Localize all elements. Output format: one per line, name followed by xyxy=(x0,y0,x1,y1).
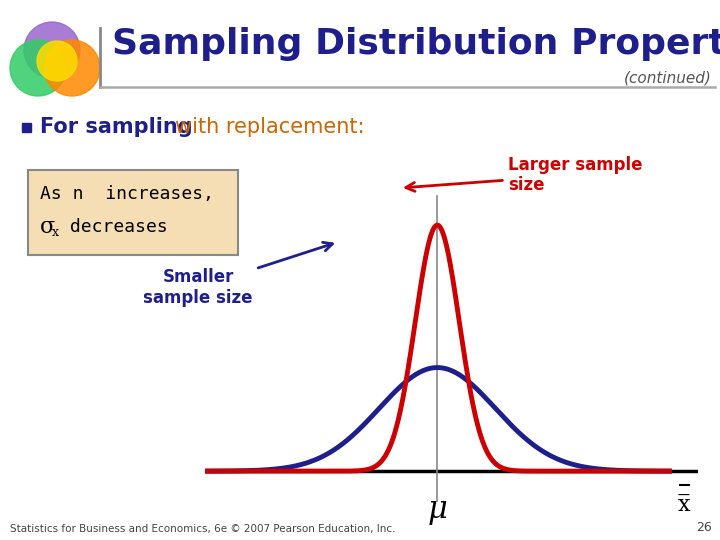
Text: For sampling: For sampling xyxy=(40,117,193,137)
Bar xyxy=(28,170,238,255)
Circle shape xyxy=(10,40,66,96)
Text: x: x xyxy=(52,226,59,240)
Text: As n  increases,: As n increases, xyxy=(40,185,214,203)
Text: Statistics for Business and Economics, 6e © 2007 Pearson Education, Inc.: Statistics for Business and Economics, 6… xyxy=(10,524,395,534)
Text: σ: σ xyxy=(40,216,55,238)
Circle shape xyxy=(37,41,77,81)
Circle shape xyxy=(24,22,80,78)
Text: μ: μ xyxy=(428,495,447,525)
Text: (continued): (continued) xyxy=(624,71,712,85)
Text: x̅: x̅ xyxy=(678,495,690,516)
Text: Larger sample
size: Larger sample size xyxy=(406,156,642,194)
Text: decreases: decreases xyxy=(59,218,168,236)
Text: 26: 26 xyxy=(696,521,712,534)
Text: with replacement:: with replacement: xyxy=(175,117,364,137)
Text: Smaller
sample size: Smaller sample size xyxy=(143,242,333,307)
Bar xyxy=(22,123,31,132)
Circle shape xyxy=(44,40,100,96)
Text: Sampling Distribution Properties: Sampling Distribution Properties xyxy=(112,27,720,61)
